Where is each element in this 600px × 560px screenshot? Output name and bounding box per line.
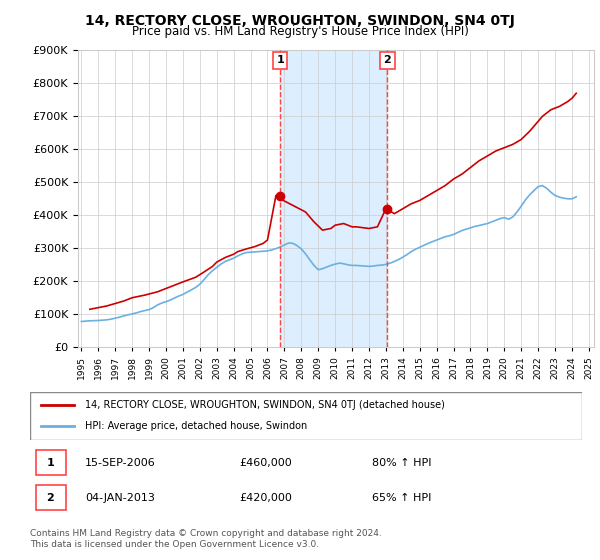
FancyBboxPatch shape bbox=[30, 392, 582, 440]
FancyBboxPatch shape bbox=[35, 450, 66, 475]
Text: Contains HM Land Registry data © Crown copyright and database right 2024.
This d: Contains HM Land Registry data © Crown c… bbox=[30, 529, 382, 549]
Text: Price paid vs. HM Land Registry's House Price Index (HPI): Price paid vs. HM Land Registry's House … bbox=[131, 25, 469, 38]
Text: 14, RECTORY CLOSE, WROUGHTON, SWINDON, SN4 0TJ (detached house): 14, RECTORY CLOSE, WROUGHTON, SWINDON, S… bbox=[85, 400, 445, 410]
Text: 2: 2 bbox=[47, 493, 54, 503]
Bar bbox=[280, 50, 388, 347]
FancyBboxPatch shape bbox=[35, 485, 66, 510]
Text: 04-JAN-2013: 04-JAN-2013 bbox=[85, 493, 155, 503]
Text: 14, RECTORY CLOSE, WROUGHTON, SWINDON, SN4 0TJ: 14, RECTORY CLOSE, WROUGHTON, SWINDON, S… bbox=[85, 14, 515, 28]
Text: 15-SEP-2006: 15-SEP-2006 bbox=[85, 458, 156, 468]
Text: HPI: Average price, detached house, Swindon: HPI: Average price, detached house, Swin… bbox=[85, 421, 307, 431]
Text: 65% ↑ HPI: 65% ↑ HPI bbox=[372, 493, 431, 503]
Text: 2: 2 bbox=[383, 55, 391, 66]
Text: 1: 1 bbox=[276, 55, 284, 66]
Text: £460,000: £460,000 bbox=[240, 458, 293, 468]
Text: £420,000: £420,000 bbox=[240, 493, 293, 503]
Text: 1: 1 bbox=[47, 458, 54, 468]
Text: 80% ↑ HPI: 80% ↑ HPI bbox=[372, 458, 432, 468]
